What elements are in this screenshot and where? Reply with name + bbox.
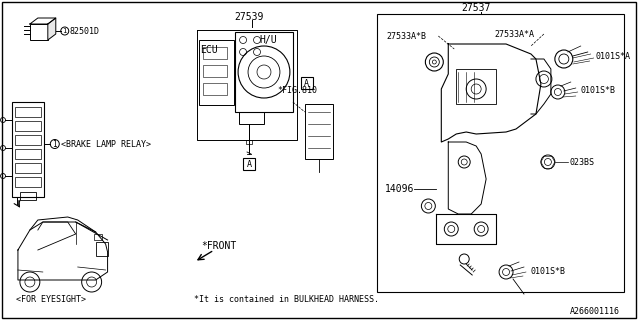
Text: 82501D: 82501D <box>70 27 100 36</box>
Text: 27533A*B: 27533A*B <box>387 31 426 41</box>
Text: 27533A*A: 27533A*A <box>494 29 534 38</box>
Text: <BRAKE LAMP RELAY>: <BRAKE LAMP RELAY> <box>61 140 151 148</box>
Bar <box>12 102 44 197</box>
Text: <FOR EYESIGHT>: <FOR EYESIGHT> <box>16 295 86 305</box>
Bar <box>235 32 293 112</box>
Bar <box>305 104 333 159</box>
Text: 0101S*B: 0101S*B <box>580 85 616 94</box>
Bar <box>456 69 496 104</box>
Text: 0101S*A: 0101S*A <box>596 52 630 60</box>
Bar <box>204 83 227 95</box>
Text: 27537: 27537 <box>461 3 491 13</box>
Text: *It is contained in BULKHEAD HARNESS.: *It is contained in BULKHEAD HARNESS. <box>195 295 380 305</box>
Text: 1: 1 <box>63 28 67 34</box>
Bar <box>30 24 48 40</box>
Polygon shape <box>30 18 56 24</box>
Text: A: A <box>305 78 309 87</box>
Bar <box>20 192 36 200</box>
Bar <box>15 177 41 187</box>
Polygon shape <box>48 18 56 40</box>
Bar <box>15 121 41 131</box>
Bar <box>243 158 255 170</box>
Text: 023BS: 023BS <box>570 157 595 166</box>
Bar <box>204 65 227 77</box>
Bar <box>199 40 234 105</box>
Text: *FIG.810: *FIG.810 <box>277 85 317 94</box>
Bar <box>15 149 41 159</box>
Text: 0101S*B: 0101S*B <box>531 268 566 276</box>
Text: 27539: 27539 <box>234 12 264 22</box>
Bar <box>246 140 252 144</box>
Bar <box>95 242 108 256</box>
Bar <box>301 77 313 89</box>
Text: A: A <box>246 159 252 169</box>
Text: A266001116: A266001116 <box>570 308 620 316</box>
Bar <box>15 107 41 117</box>
Bar <box>239 112 264 124</box>
Text: H/U: H/U <box>259 35 276 45</box>
Bar <box>93 234 102 240</box>
Bar <box>15 135 41 145</box>
Bar <box>204 47 227 59</box>
Text: *FRONT: *FRONT <box>201 241 236 251</box>
Text: 14096: 14096 <box>385 184 414 194</box>
Bar <box>15 163 41 173</box>
Text: ECU: ECU <box>200 45 218 55</box>
Bar <box>376 14 623 292</box>
Text: 1: 1 <box>52 140 57 148</box>
